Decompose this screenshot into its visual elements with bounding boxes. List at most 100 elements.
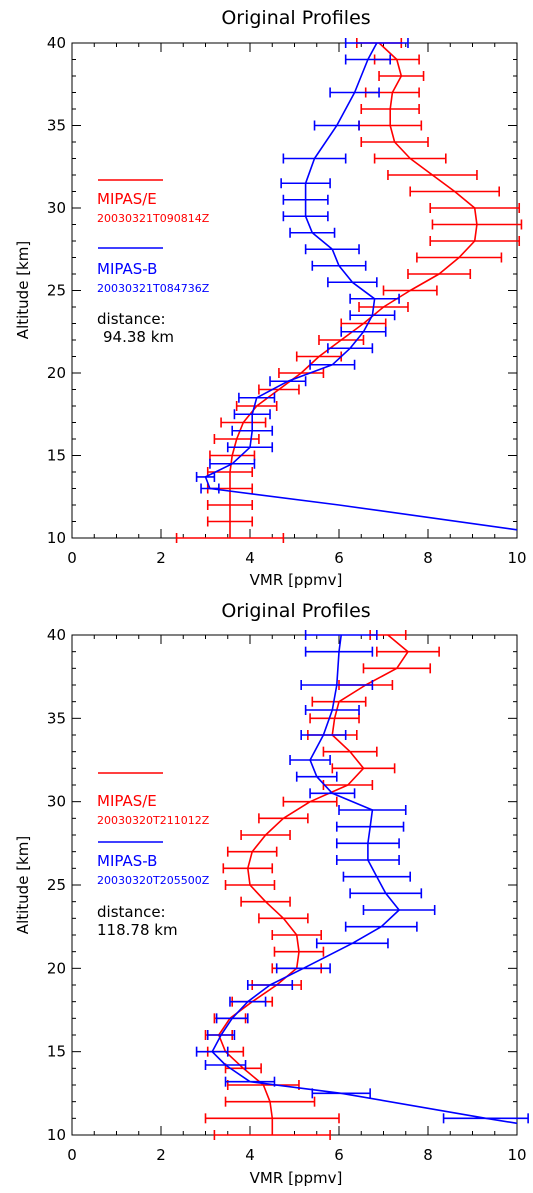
error-bar bbox=[311, 1088, 371, 1099]
y-tick-label: 40 bbox=[47, 34, 66, 52]
error-bar bbox=[231, 425, 274, 436]
error-bar bbox=[215, 1013, 249, 1024]
plot-area bbox=[195, 630, 529, 1140]
error-bar bbox=[224, 880, 276, 890]
error-bar bbox=[327, 343, 374, 354]
x-tick-label: 6 bbox=[334, 549, 344, 567]
legend-label-mipas-e: MIPAS/E bbox=[97, 190, 157, 208]
error-bar bbox=[282, 211, 329, 222]
error-bar bbox=[340, 326, 387, 337]
error-bar bbox=[213, 1130, 331, 1140]
y-tick-label: 20 bbox=[47, 959, 66, 977]
x-tick-label: 0 bbox=[67, 1146, 77, 1164]
chart-panel-1: Original Profiles 0 2 4 6 8 10 10 15 20 25 30 35 40… bbox=[14, 7, 527, 589]
legend-label-mipas-b: MIPAS-B bbox=[97, 260, 157, 278]
error-bar bbox=[376, 646, 440, 657]
y-axis-label: Altitude [km] bbox=[14, 241, 32, 339]
error-bar bbox=[224, 1076, 276, 1087]
plot-area bbox=[175, 38, 523, 543]
error-bar bbox=[304, 646, 374, 657]
legend-date-mipas-b: 20030321T084736Z bbox=[97, 282, 210, 295]
error-bar bbox=[195, 471, 216, 482]
distance-value: 118.78 km bbox=[97, 921, 178, 939]
error-bar bbox=[338, 805, 407, 815]
error-bar bbox=[195, 1046, 229, 1057]
series-line-mipas-b bbox=[204, 42, 518, 531]
error-bar bbox=[331, 763, 396, 774]
y-tick-label: 15 bbox=[47, 1043, 66, 1061]
error-bar bbox=[311, 696, 367, 707]
error-bar bbox=[238, 392, 276, 403]
error-bar bbox=[416, 252, 503, 263]
y-tick-label: 35 bbox=[47, 117, 66, 135]
y-tick-label: 40 bbox=[47, 626, 66, 644]
error-bar bbox=[200, 483, 220, 494]
legend-label-mipas-b: MIPAS-B bbox=[97, 852, 157, 870]
chart-panel-2: Original Profiles 0 2 4 6 8 10 10 15 20 25 30 35 40… bbox=[14, 600, 529, 1187]
error-bar bbox=[342, 871, 412, 882]
error-bar bbox=[431, 219, 523, 230]
distance-label: distance: bbox=[97, 903, 166, 921]
error-bar bbox=[295, 771, 338, 782]
x-tick-label: 8 bbox=[423, 1146, 433, 1164]
x-tick-label: 4 bbox=[245, 549, 255, 567]
error-bar bbox=[289, 755, 331, 765]
error-bar bbox=[300, 680, 374, 690]
error-bar bbox=[206, 516, 254, 527]
error-bar bbox=[309, 359, 356, 370]
error-bar bbox=[206, 500, 254, 510]
y-tick-label: 25 bbox=[47, 282, 66, 300]
error-bar bbox=[258, 384, 300, 395]
error-bar bbox=[222, 863, 274, 874]
x-axis-label: VMR [ppmv] bbox=[250, 571, 343, 589]
error-bar bbox=[269, 376, 307, 387]
legend-date-mipas-b: 20030320T205500Z bbox=[97, 874, 210, 887]
error-bar bbox=[224, 1096, 316, 1107]
error-bar bbox=[282, 153, 347, 164]
error-bar bbox=[362, 663, 432, 674]
error-bar bbox=[349, 310, 396, 321]
error-bar bbox=[304, 630, 378, 640]
x-axis-label: VMR [ppmv] bbox=[250, 1169, 343, 1187]
x-tick-label: 2 bbox=[156, 549, 166, 567]
x-tick-label: 2 bbox=[156, 1146, 166, 1164]
x-tick-label: 0 bbox=[67, 549, 77, 567]
error-bar bbox=[300, 730, 347, 740]
error-bar bbox=[311, 260, 367, 271]
error-bar bbox=[233, 409, 271, 420]
error-bar bbox=[387, 170, 478, 180]
error-bar bbox=[206, 1030, 236, 1040]
distance-label: distance: bbox=[97, 310, 166, 328]
y-axis: 10 15 20 25 30 35 40 bbox=[47, 626, 517, 1144]
error-bar bbox=[246, 980, 294, 990]
error-bar bbox=[373, 153, 447, 164]
x-tick-label: 4 bbox=[245, 1146, 255, 1164]
error-bar bbox=[304, 705, 360, 715]
series-mipas-e bbox=[175, 38, 523, 543]
error-bar bbox=[315, 938, 389, 949]
y-tick-label: 15 bbox=[47, 447, 66, 465]
error-bar bbox=[407, 269, 472, 279]
error-bar bbox=[358, 302, 409, 312]
series-line-mipas-e bbox=[229, 42, 478, 538]
error-bar bbox=[362, 905, 436, 915]
error-bar bbox=[344, 38, 409, 48]
error-bar bbox=[322, 780, 374, 790]
legend-label-mipas-e: MIPAS/E bbox=[97, 792, 157, 810]
error-bar bbox=[235, 401, 278, 411]
y-tick-label: 10 bbox=[47, 529, 66, 547]
error-bar bbox=[258, 813, 309, 824]
error-bar bbox=[327, 277, 378, 288]
error-bar bbox=[335, 855, 400, 865]
error-bar bbox=[275, 963, 331, 974]
x-tick-label: 8 bbox=[423, 549, 433, 567]
error-bar bbox=[360, 104, 420, 114]
y-tick-label: 30 bbox=[47, 199, 66, 217]
error-bar bbox=[220, 417, 267, 428]
y-tick-label: 30 bbox=[47, 793, 66, 811]
error-bar bbox=[309, 788, 356, 799]
error-bar bbox=[278, 368, 325, 378]
error-bar bbox=[360, 137, 429, 147]
y-axis: 10 15 20 25 30 35 40 bbox=[47, 34, 517, 547]
